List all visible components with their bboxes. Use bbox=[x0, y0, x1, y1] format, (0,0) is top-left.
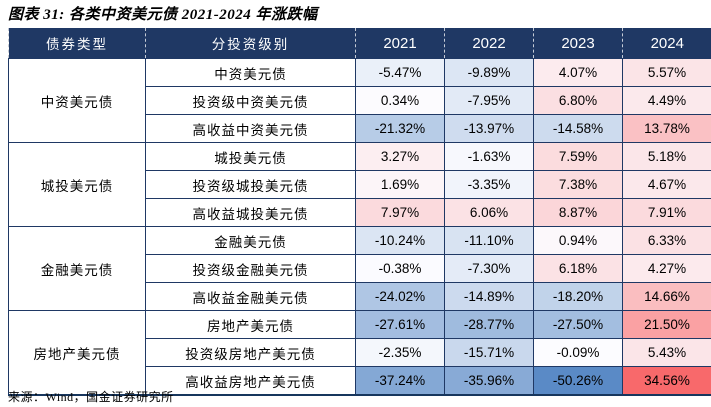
investment-level-cell: 投资级中资美元债 bbox=[145, 86, 356, 115]
table-row: 金融美元债 金融美元债 -10.24% -11.10% 0.94% 6.33% bbox=[8, 226, 711, 311]
table-row: 房地产美元债 房地产美元债 -27.61% -28.77% -27.50% 21.50% bbox=[8, 310, 711, 396]
return-value-cell: 4.07% bbox=[533, 58, 623, 87]
return-value-cell: -18.20% bbox=[533, 282, 623, 311]
investment-level-cell: 高收益中资美元债 bbox=[145, 114, 356, 143]
return-value-cell: -0.38% bbox=[355, 254, 445, 283]
return-value-cell: 6.33% bbox=[622, 226, 711, 255]
investment-level-cell: 投资级房地产美元债 bbox=[145, 338, 356, 367]
col-header-year-2021: 2021 bbox=[355, 28, 445, 59]
investment-level-cell: 投资级城投美元债 bbox=[145, 170, 356, 199]
return-value-cell: -9.89% bbox=[444, 58, 534, 87]
table-row: 中资美元债 中资美元债 -5.47% -9.89% 4.07% 5.57% bbox=[8, 58, 711, 143]
return-value-cell: -10.24% bbox=[355, 226, 445, 255]
return-value-cell: 4.49% bbox=[622, 86, 711, 115]
return-value-cell: -7.95% bbox=[444, 86, 534, 115]
performance-table: 债券类型 分投资级别 2021 2022 2023 2024 中资美元债 中资美元… bbox=[8, 28, 711, 396]
return-value-cell: -5.47% bbox=[355, 58, 445, 87]
return-value-cell: 5.18% bbox=[622, 142, 711, 171]
return-value-cell: 7.97% bbox=[355, 198, 445, 227]
return-value-cell: -13.97% bbox=[444, 114, 534, 143]
return-value-cell: -24.02% bbox=[355, 282, 445, 311]
bond-type-cell: 房地产美元债 bbox=[8, 310, 146, 396]
return-value-cell: 4.27% bbox=[622, 254, 711, 283]
investment-level-cell: 投资级金融美元债 bbox=[145, 254, 356, 283]
return-value-cell: -3.35% bbox=[444, 170, 534, 199]
return-value-cell: 3.27% bbox=[355, 142, 445, 171]
table-body: 中资美元债 中资美元债 -5.47% -9.89% 4.07% 5.57% 投资级中资美元债… bbox=[8, 58, 711, 396]
col-header-year-2023: 2023 bbox=[533, 28, 623, 59]
investment-level-cell: 中资美元债 bbox=[145, 58, 356, 87]
bond-type-cell: 金融美元债 bbox=[8, 226, 146, 311]
return-value-cell: 5.43% bbox=[622, 338, 711, 367]
return-value-cell: -11.10% bbox=[444, 226, 534, 255]
return-value-cell: 21.50% bbox=[622, 310, 711, 339]
investment-level-cell: 城投美元债 bbox=[145, 142, 356, 171]
return-value-cell: -1.63% bbox=[444, 142, 534, 171]
table-row: 投资级中资美元债 0.34% -7.95% 6.80% 4.49% bbox=[9, 86, 711, 115]
return-value-cell: -15.71% bbox=[444, 338, 534, 367]
return-value-cell: 14.66% bbox=[622, 282, 711, 311]
return-value-cell: 1.69% bbox=[355, 170, 445, 199]
table-row: 高收益中资美元债 -21.32% -13.97% -14.58% 13.78% bbox=[9, 114, 711, 143]
return-value-cell: -2.35% bbox=[355, 338, 445, 367]
return-value-cell: 6.06% bbox=[444, 198, 534, 227]
return-value-cell: 6.18% bbox=[533, 254, 623, 283]
return-value-cell: 5.57% bbox=[622, 58, 711, 87]
table-row: 投资级房地产美元债 -2.35% -15.71% -0.09% 5.43% bbox=[9, 338, 711, 367]
return-value-cell: -37.24% bbox=[355, 366, 445, 396]
return-value-cell: -28.77% bbox=[444, 310, 534, 339]
investment-level-cell: 房地产美元债 bbox=[145, 310, 356, 339]
bond-type-cell: 中资美元债 bbox=[8, 58, 146, 143]
return-value-cell: -14.58% bbox=[533, 114, 623, 143]
return-value-cell: 6.80% bbox=[533, 86, 623, 115]
table-row: 高收益房地产美元债 -37.24% -35.96% -50.26% 34.56% bbox=[9, 366, 711, 396]
return-value-cell: 8.87% bbox=[533, 198, 623, 227]
source-note: 来源：Wind，国金证券研究所 bbox=[8, 390, 174, 404]
return-value-cell: 7.59% bbox=[533, 142, 623, 171]
return-value-cell: 34.56% bbox=[622, 366, 711, 396]
return-value-cell: -27.61% bbox=[355, 310, 445, 339]
figure-title: 图表 31: 各类中资美元债 2021-2024 年涨跌幅 bbox=[8, 7, 318, 23]
table-header: 债券类型 分投资级别 2021 2022 2023 2024 bbox=[8, 28, 711, 59]
return-value-cell: 7.91% bbox=[622, 198, 711, 227]
table-row: 高收益城投美元债 7.97% 6.06% 8.87% 7.91% bbox=[9, 198, 711, 227]
table-row: 投资级城投美元债 1.69% -3.35% 7.38% 4.67% bbox=[9, 170, 711, 199]
return-value-cell: 0.34% bbox=[355, 86, 445, 115]
return-value-cell: -14.89% bbox=[444, 282, 534, 311]
investment-level-cell: 高收益房地产美元债 bbox=[145, 366, 356, 396]
col-header-level: 分投资级别 bbox=[145, 28, 356, 59]
return-value-cell: -27.50% bbox=[533, 310, 623, 339]
bond-type-cell: 城投美元债 bbox=[8, 142, 146, 227]
return-value-cell: -21.32% bbox=[355, 114, 445, 143]
return-value-cell: -50.26% bbox=[533, 366, 623, 396]
return-value-cell: 7.38% bbox=[533, 170, 623, 199]
col-header-bond-type: 债券类型 bbox=[8, 28, 146, 59]
return-value-cell: -0.09% bbox=[533, 338, 623, 367]
table-row: 城投美元债 城投美元债 3.27% -1.63% 7.59% 5.18% bbox=[8, 142, 711, 227]
return-value-cell: 13.78% bbox=[622, 114, 711, 143]
col-header-year-2024: 2024 bbox=[622, 28, 711, 59]
col-header-year-2022: 2022 bbox=[444, 28, 534, 59]
investment-level-cell: 高收益金融美元债 bbox=[145, 282, 356, 311]
return-value-cell: 4.67% bbox=[622, 170, 711, 199]
return-value-cell: -7.30% bbox=[444, 254, 534, 283]
table-row: 投资级金融美元债 -0.38% -7.30% 6.18% 4.27% bbox=[9, 254, 711, 283]
investment-level-cell: 高收益城投美元债 bbox=[145, 198, 356, 227]
return-value-cell: 0.94% bbox=[533, 226, 623, 255]
investment-level-cell: 金融美元债 bbox=[145, 226, 356, 255]
table-row: 高收益金融美元债 -24.02% -14.89% -18.20% 14.66% bbox=[9, 282, 711, 311]
header-row: 债券类型 分投资级别 2021 2022 2023 2024 bbox=[8, 28, 711, 59]
return-value-cell: -35.96% bbox=[444, 366, 534, 396]
